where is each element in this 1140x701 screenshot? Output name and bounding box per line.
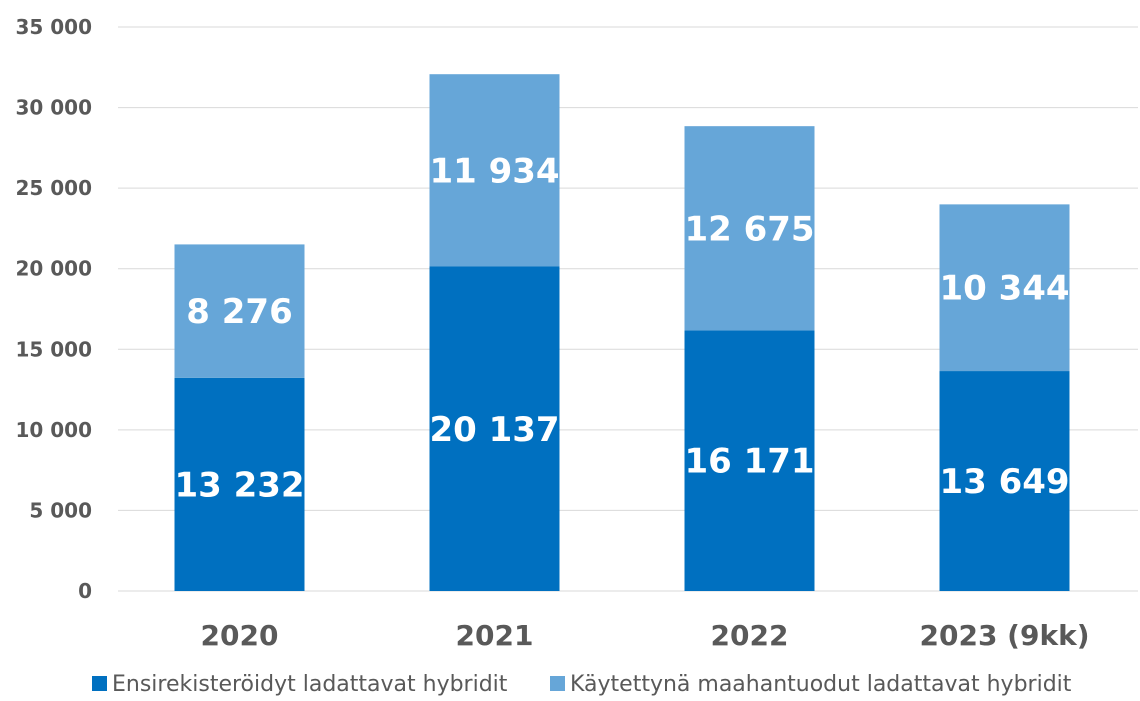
x-tick-label: 2022 bbox=[711, 619, 789, 652]
bar-segment bbox=[684, 330, 815, 591]
data-label: 13 232 bbox=[174, 465, 304, 505]
bar-segment bbox=[429, 74, 560, 267]
data-label: 13 649 bbox=[939, 462, 1069, 502]
x-tick-label: 2021 bbox=[456, 619, 534, 652]
data-labels: 13 232 8 276 20 137 11 934 16 171 12 675 13 64… bbox=[174, 151, 1069, 505]
bar-segment bbox=[174, 377, 305, 591]
bar-segment bbox=[939, 371, 1070, 591]
legend-swatch bbox=[550, 676, 565, 691]
bar-segment bbox=[939, 204, 1070, 372]
data-label: 20 137 bbox=[429, 410, 559, 450]
y-tick-label: 20 000 bbox=[15, 257, 92, 281]
y-tick-label: 30 000 bbox=[15, 96, 92, 120]
y-tick-label: 5 000 bbox=[29, 498, 92, 522]
x-axis: 2020 2021 2022 2023 (9kk) bbox=[201, 619, 1090, 652]
bar-segment bbox=[174, 244, 305, 378]
x-tick-label: 2023 (9kk) bbox=[920, 619, 1090, 652]
data-label: 10 344 bbox=[939, 269, 1069, 309]
y-tick-label: 25 000 bbox=[15, 176, 92, 200]
legend-swatch bbox=[92, 676, 107, 691]
data-label: 16 171 bbox=[684, 442, 814, 482]
bars bbox=[174, 74, 1070, 591]
legend-label: Käytettynä maahantuodut ladattavat hybri… bbox=[570, 672, 1072, 697]
data-label: 12 675 bbox=[684, 209, 814, 249]
bar-segment bbox=[429, 266, 560, 591]
y-axis: 0 5 000 10 000 15 000 20 000 25 000 30 000 35 0… bbox=[15, 15, 92, 603]
bar-segment bbox=[684, 126, 815, 331]
y-tick-label: 0 bbox=[78, 579, 92, 603]
data-label: 11 934 bbox=[429, 151, 559, 191]
y-tick-label: 10 000 bbox=[15, 418, 92, 442]
data-label: 8 276 bbox=[186, 292, 292, 332]
y-tick-label: 35 000 bbox=[15, 15, 92, 39]
y-tick-label: 15 000 bbox=[15, 337, 92, 361]
legend-label: Ensirekisteröidyt ladattavat hybridit bbox=[112, 672, 508, 697]
legend: Ensirekisteröidyt ladattavat hybridit Käy… bbox=[92, 672, 1072, 697]
x-tick-label: 2020 bbox=[201, 619, 279, 652]
